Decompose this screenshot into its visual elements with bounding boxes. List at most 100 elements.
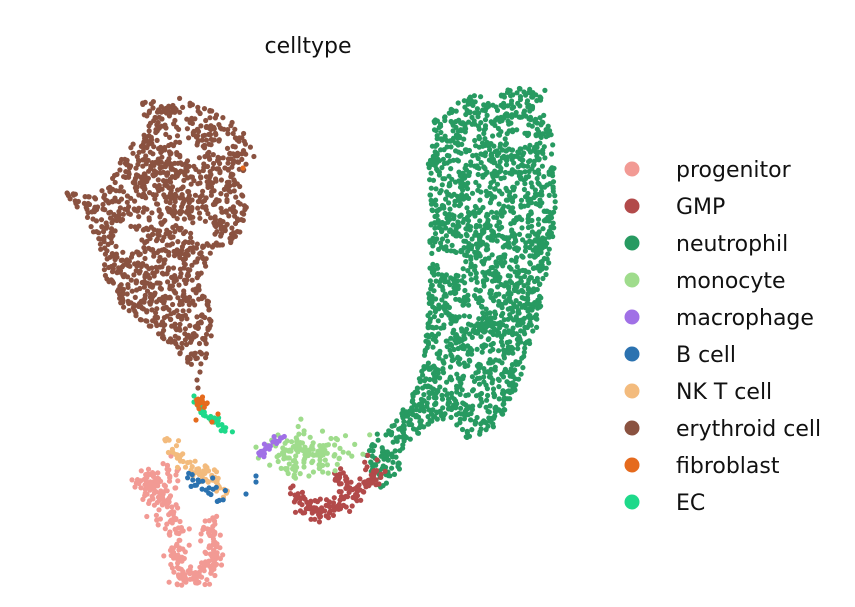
point-neutrophil	[369, 453, 375, 459]
point-ec	[211, 415, 217, 421]
point-erythroid-cell	[220, 115, 226, 121]
point-neutrophil	[477, 233, 483, 239]
point-neutrophil	[422, 349, 428, 355]
point-erythroid-cell	[178, 160, 184, 166]
point-erythroid-cell	[176, 325, 182, 331]
point-progenitor	[154, 517, 160, 523]
point-erythroid-cell	[191, 163, 197, 169]
point-neutrophil	[500, 263, 506, 269]
point-erythroid-cell	[84, 206, 90, 212]
point-erythroid-cell	[141, 284, 147, 290]
point-neutrophil	[443, 293, 449, 299]
point-erythroid-cell	[231, 177, 237, 183]
point-neutrophil	[415, 414, 422, 420]
point-macrophage	[261, 441, 267, 447]
point-neutrophil	[500, 374, 507, 380]
point-neutrophil	[453, 119, 459, 125]
point-neutrophil	[433, 186, 439, 192]
point-erythroid-cell	[150, 247, 156, 253]
point-neutrophil	[425, 312, 431, 319]
point-progenitor	[154, 499, 160, 506]
point-neutrophil	[472, 263, 478, 269]
point-neutrophil	[449, 390, 455, 396]
point-erythroid-cell	[196, 210, 203, 216]
point-progenitor	[214, 513, 220, 520]
point-neutrophil	[426, 395, 432, 401]
point-gmp	[334, 476, 340, 482]
point-erythroid-cell	[144, 288, 151, 294]
point-nk-t-cell	[176, 455, 183, 462]
point-neutrophil	[432, 401, 438, 408]
point-neutrophil	[471, 378, 478, 384]
point-erythroid-cell	[141, 139, 147, 145]
point-neutrophil	[509, 344, 515, 350]
point-fibroblast	[215, 411, 221, 417]
point-neutrophil	[506, 128, 512, 134]
point-neutrophil	[511, 160, 517, 166]
point-neutrophil	[432, 220, 438, 226]
point-neutrophil	[501, 317, 507, 323]
point-neutrophil	[512, 193, 518, 199]
point-erythroid-cell	[90, 216, 96, 222]
point-neutrophil	[496, 320, 502, 327]
point-neutrophil	[533, 145, 539, 151]
point-neutrophil	[430, 407, 436, 413]
point-neutrophil	[530, 328, 536, 334]
point-neutrophil	[517, 103, 523, 109]
point-monocyte	[275, 458, 281, 465]
point-gmp	[316, 519, 322, 525]
point-erythroid-cell	[157, 254, 163, 260]
point-neutrophil	[396, 466, 402, 472]
point-erythroid-cell	[195, 205, 201, 211]
point-erythroid-cell	[205, 302, 211, 309]
point-neutrophil	[522, 194, 529, 200]
point-erythroid-cell	[140, 148, 146, 154]
point-neutrophil	[548, 224, 554, 230]
point-neutrophil	[478, 334, 484, 340]
point-progenitor	[218, 562, 225, 568]
point-neutrophil	[519, 225, 525, 231]
point-erythroid-cell	[100, 201, 106, 208]
point-neutrophil	[539, 258, 545, 265]
point-monocyte	[284, 467, 290, 473]
point-gmp	[360, 488, 366, 494]
point-erythroid-cell	[241, 203, 248, 209]
point-erythroid-cell	[149, 297, 155, 303]
point-erythroid-cell	[188, 174, 194, 180]
point-neutrophil	[431, 314, 437, 320]
point-neutrophil	[392, 448, 398, 454]
point-erythroid-cell	[168, 311, 174, 317]
point-neutrophil	[478, 151, 484, 157]
point-erythroid-cell	[198, 174, 204, 180]
point-progenitor	[202, 549, 208, 555]
point-b-cell	[193, 482, 199, 488]
point-gmp	[297, 508, 303, 514]
point-monocyte	[332, 468, 338, 474]
point-progenitor	[186, 526, 192, 532]
point-erythroid-cell	[146, 128, 152, 134]
point-erythroid-cell	[189, 115, 195, 121]
point-neutrophil	[542, 236, 548, 242]
point-neutrophil	[446, 110, 452, 116]
point-neutrophil	[478, 94, 484, 100]
point-neutrophil	[487, 223, 493, 229]
point-erythroid-cell	[191, 128, 197, 134]
point-neutrophil	[473, 253, 479, 259]
point-neutrophil	[548, 151, 555, 157]
point-neutrophil	[442, 210, 448, 217]
point-erythroid-cell	[202, 260, 208, 266]
point-erythroid-cell	[132, 294, 138, 300]
point-erythroid-cell	[138, 304, 144, 310]
point-neutrophil	[541, 112, 547, 118]
point-erythroid-cell	[196, 198, 203, 204]
point-monocyte	[289, 439, 295, 445]
point-gmp	[331, 495, 337, 501]
point-neutrophil	[542, 184, 548, 190]
point-neutrophil	[514, 180, 520, 186]
point-neutrophil	[393, 435, 399, 441]
point-erythroid-cell	[236, 138, 242, 144]
point-erythroid-cell	[232, 220, 239, 227]
point-neutrophil	[428, 201, 435, 207]
point-neutrophil	[512, 153, 518, 159]
point-neutrophil	[506, 328, 512, 334]
